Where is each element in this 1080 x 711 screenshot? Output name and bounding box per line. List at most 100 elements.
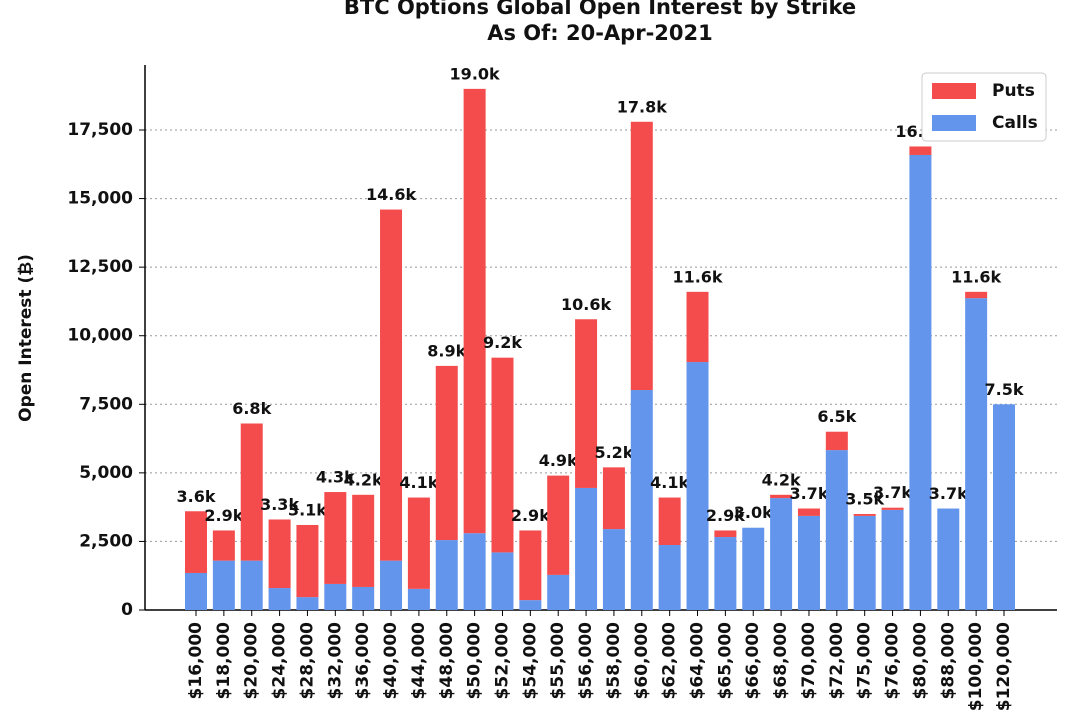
- x-tick-label: $20,000: [242, 622, 262, 700]
- bar-segment: [937, 508, 960, 610]
- y-tick-label: 10,000: [67, 326, 133, 346]
- value-label: 11.6k: [672, 267, 722, 286]
- bar-segment: [825, 450, 848, 610]
- value-label: 7.5k: [985, 380, 1024, 399]
- value-label: 2.9k: [204, 506, 243, 525]
- bar-segment: [185, 511, 207, 573]
- bar-segment: [742, 527, 765, 610]
- bar-segment: [547, 475, 570, 575]
- bar-segment: [380, 209, 403, 561]
- x-tick-label: $76,000: [883, 622, 903, 700]
- legend-label: Puts: [992, 81, 1035, 101]
- x-tick-label: $70,000: [799, 622, 819, 700]
- bar-segment: [993, 404, 1015, 610]
- bar-segment: [602, 467, 625, 530]
- value-label: 3.5k: [845, 490, 884, 509]
- bar-segment: [797, 508, 820, 516]
- bar-segment: [686, 362, 709, 610]
- bar-segment: [491, 552, 514, 610]
- bar-segment: [296, 597, 319, 610]
- value-label: 10.6k: [561, 295, 611, 314]
- bar-segment: [519, 600, 542, 610]
- x-tick-label: $32,000: [325, 622, 345, 700]
- x-tick-label: $64,000: [688, 622, 708, 700]
- bar-segment: [909, 154, 932, 610]
- x-tick-label: $18,000: [214, 622, 234, 700]
- bar-segment: [352, 494, 375, 587]
- y-tick-label: 5,000: [79, 463, 133, 483]
- value-label: 17.8k: [617, 97, 667, 116]
- value-label: 11.6k: [951, 267, 1001, 286]
- bar-segment: [491, 357, 514, 553]
- y-tick-label: 2,500: [79, 531, 133, 551]
- y-tick-label: 12,500: [67, 257, 133, 277]
- value-label: 6.8k: [232, 399, 271, 418]
- x-tick-label: $66,000: [743, 622, 763, 700]
- value-label: 4.2k: [762, 470, 801, 489]
- x-tick-label: $54,000: [520, 622, 540, 700]
- legend-swatch: [932, 115, 976, 131]
- bar-segment: [463, 533, 486, 610]
- value-label: 3.6k: [177, 487, 216, 506]
- bar-segment: [519, 530, 542, 601]
- x-tick-label: $60,000: [632, 622, 652, 700]
- bar-segment: [352, 586, 375, 610]
- value-label: 3.7k: [789, 484, 828, 503]
- value-label: 3.7k: [873, 483, 912, 502]
- x-tick-label: $58,000: [604, 622, 624, 700]
- x-tick-label: $120,000: [994, 622, 1014, 711]
- x-tick-label: $36,000: [353, 622, 373, 700]
- bar-segment: [881, 507, 904, 510]
- bar-segment: [658, 497, 681, 545]
- x-tick-label: $48,000: [437, 622, 457, 700]
- bar-segment: [435, 540, 458, 610]
- bar-segment: [407, 588, 430, 610]
- x-tick-label: $55,000: [548, 622, 568, 700]
- value-label: 8.9k: [427, 341, 466, 360]
- bar-segment: [714, 537, 737, 610]
- bar-segment: [240, 423, 263, 561]
- value-label: 4.2k: [344, 470, 383, 489]
- bar-segment: [853, 514, 876, 516]
- y-tick-label: 15,000: [67, 189, 133, 209]
- bar-segment: [630, 390, 653, 610]
- x-tick-label: $72,000: [827, 622, 847, 700]
- bar-segment: [324, 492, 347, 584]
- value-label: 9.2k: [483, 333, 522, 352]
- x-tick-label: $44,000: [409, 622, 429, 700]
- bar-segment: [324, 583, 347, 610]
- bar-segment: [547, 574, 570, 610]
- x-tick-label: $75,000: [855, 622, 875, 700]
- bar-segment: [658, 544, 681, 610]
- bar-segment: [797, 515, 820, 610]
- bar-segment: [212, 560, 235, 610]
- x-tick-label: $100,000: [966, 622, 986, 711]
- value-label: 3.0k: [734, 503, 773, 522]
- value-label: 6.5k: [817, 407, 856, 426]
- x-tick-label: $56,000: [576, 622, 596, 700]
- chart-title: BTC Options Global Open Interest by Stri…: [344, 0, 856, 19]
- bar-segment: [185, 572, 207, 610]
- bar-segment: [825, 431, 848, 451]
- bar-segment: [881, 509, 904, 610]
- value-label: 4.1k: [650, 473, 689, 492]
- legend-swatch: [932, 83, 976, 99]
- bar-segment: [240, 560, 263, 610]
- x-tick-label: $62,000: [660, 622, 680, 700]
- x-tick-label: $24,000: [270, 622, 290, 700]
- bar-segment: [630, 121, 653, 391]
- bar-segment: [212, 530, 235, 561]
- x-tick-label: $68,000: [771, 622, 791, 700]
- value-label: 3.3k: [260, 495, 299, 514]
- bar-segment: [686, 291, 709, 363]
- bar-segment: [602, 529, 625, 610]
- x-tick-label: $16,000: [186, 622, 206, 700]
- bar-segment: [268, 588, 291, 610]
- value-label: 2.9k: [706, 506, 745, 525]
- value-label: 3.1k: [288, 500, 327, 519]
- x-tick-label: $52,000: [492, 622, 512, 700]
- bar-segment: [770, 498, 793, 610]
- bar-segment: [714, 530, 737, 538]
- value-label: 5.2k: [594, 443, 633, 462]
